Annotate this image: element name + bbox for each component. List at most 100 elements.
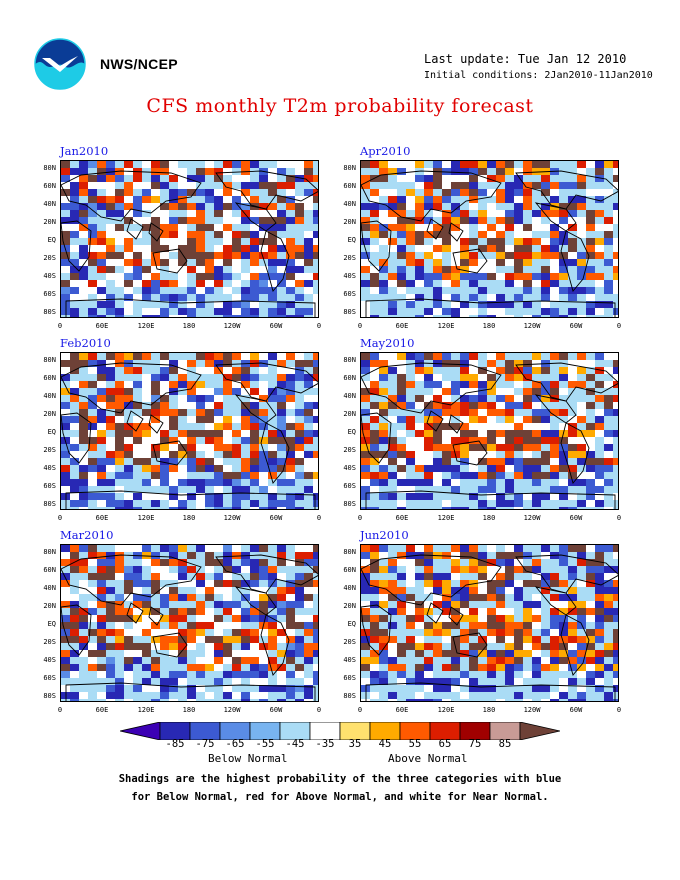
probability-field — [361, 161, 618, 317]
panel-title: Jan2010 — [60, 144, 109, 158]
lon-tick-label: 120E — [437, 706, 455, 714]
lat-tick-label: 40S — [43, 464, 56, 472]
lon-tick-label: 120E — [437, 514, 455, 522]
last-update-text: Last update: Tue Jan 12 2010 — [424, 52, 627, 66]
lon-tick-label: 0 — [316, 514, 322, 522]
probability-field — [61, 161, 318, 317]
lon-tick-label: 60W — [269, 514, 283, 522]
lat-tick-label: 80S — [43, 692, 56, 700]
lat-tick-label: 20N — [343, 602, 356, 610]
lon-tick-label: 120W — [223, 514, 241, 522]
lat-tick-label: 20N — [43, 218, 56, 226]
lon-tick-label: 120W — [223, 706, 241, 714]
lat-tick-label: 40S — [343, 272, 356, 280]
probability-field — [61, 545, 318, 701]
lat-tick-label: EQ — [47, 428, 56, 436]
lat-tick-label: 40S — [43, 272, 56, 280]
lat-tick-label: 40N — [43, 200, 56, 208]
lat-tick-label: EQ — [347, 428, 356, 436]
lon-tick-label: 60E — [395, 322, 409, 330]
lon-tick-label: 180 — [182, 514, 196, 522]
lon-tick-label: 180 — [182, 706, 196, 714]
lon-tick-label: 0 — [616, 706, 622, 714]
lon-tick-label: 0 — [616, 514, 622, 522]
lon-tick-label: 0 — [316, 322, 322, 330]
lon-tick-label: 120E — [437, 322, 455, 330]
lat-tick-label: 60S — [43, 482, 56, 490]
lon-tick-label: 0 — [357, 322, 363, 330]
forecast-map — [360, 544, 619, 702]
colorbar-tick-label: -65 — [225, 738, 245, 750]
lat-tick-label: 80N — [343, 164, 356, 172]
lat-tick-label: 60S — [43, 674, 56, 682]
lon-tick-label: 120E — [137, 514, 155, 522]
forecast-map — [360, 352, 619, 510]
lon-tick-label: 180 — [482, 514, 496, 522]
lat-tick-label: 80N — [343, 356, 356, 364]
forecast-map — [60, 160, 319, 318]
lat-tick-label: EQ — [47, 620, 56, 628]
lat-tick-label: 60N — [43, 182, 56, 190]
lat-tick-label: 60S — [43, 290, 56, 298]
lat-tick-label: EQ — [47, 236, 56, 244]
lat-tick-label: 40S — [43, 656, 56, 664]
lon-tick-label: 60W — [569, 322, 583, 330]
lon-tick-label: 120W — [523, 706, 541, 714]
lon-tick-label: 60W — [569, 514, 583, 522]
lat-tick-label: 20N — [343, 410, 356, 418]
lon-tick-label: 180 — [482, 322, 496, 330]
lon-tick-label: 0 — [57, 706, 63, 714]
lon-tick-label: 60E — [395, 514, 409, 522]
lat-tick-label: 60N — [43, 374, 56, 382]
panel-title: Mar2010 — [60, 528, 114, 542]
below-normal-label: Below Normal — [208, 752, 288, 765]
panel-title: May2010 — [360, 336, 415, 350]
above-normal-label: Above Normal — [388, 752, 468, 765]
lon-tick-label: 180 — [182, 322, 196, 330]
lon-tick-label: 60E — [95, 514, 109, 522]
forecast-map — [360, 160, 619, 318]
lat-tick-label: 20S — [43, 446, 56, 454]
lon-tick-label: 120W — [223, 322, 241, 330]
lon-tick-label: 120W — [523, 322, 541, 330]
initial-conditions-text: Initial conditions: 2Jan2010-11Jan2010 — [424, 70, 653, 81]
lon-tick-label: 180 — [482, 706, 496, 714]
colorbar-tick-label: 35 — [348, 738, 362, 750]
colorbar-left-arrow — [119, 721, 161, 741]
colorbar-tick-label: -75 — [195, 738, 215, 750]
lon-tick-label: 0 — [357, 514, 363, 522]
lon-tick-label: 60E — [95, 706, 109, 714]
lat-tick-label: 20N — [43, 410, 56, 418]
colorbar-tick-label: -35 — [315, 738, 335, 750]
lat-tick-label: 80N — [43, 164, 56, 172]
legend-note-line-2: for Below Normal, red for Above Normal, … — [131, 791, 549, 803]
lat-tick-label: 40S — [343, 464, 356, 472]
lat-tick-label: 60N — [343, 182, 356, 190]
colorbar-tick-label: -55 — [255, 738, 275, 750]
lon-tick-label: 0 — [57, 514, 63, 522]
colorbar-tick-label: -85 — [165, 738, 185, 750]
lat-tick-label: 40N — [343, 200, 356, 208]
lat-tick-label: 20S — [43, 638, 56, 646]
colorbar — [119, 721, 561, 741]
lon-tick-label: 60W — [269, 706, 283, 714]
lat-tick-label: 80N — [343, 548, 356, 556]
lat-tick-label: 60N — [343, 566, 356, 574]
lon-tick-label: 60E — [395, 706, 409, 714]
lat-tick-label: 20S — [343, 638, 356, 646]
lon-tick-label: 60E — [95, 322, 109, 330]
forecast-map — [60, 544, 319, 702]
lat-tick-label: 60N — [43, 566, 56, 574]
lat-tick-label: 20N — [43, 602, 56, 610]
lat-tick-label: 80S — [43, 308, 56, 316]
lat-tick-label: 80S — [343, 692, 356, 700]
lat-tick-label: 60N — [343, 374, 356, 382]
lat-tick-label: 40N — [343, 392, 356, 400]
legend-note-line-1: Shadings are the highest probability of … — [118, 773, 562, 785]
lat-tick-label: 80N — [43, 356, 56, 364]
noaa-logo-icon — [34, 38, 86, 90]
lon-tick-label: 0 — [357, 706, 363, 714]
colorbar-tick-label: 85 — [498, 738, 512, 750]
lat-tick-label: 40N — [43, 392, 56, 400]
colorbar-tick-label: 75 — [468, 738, 482, 750]
